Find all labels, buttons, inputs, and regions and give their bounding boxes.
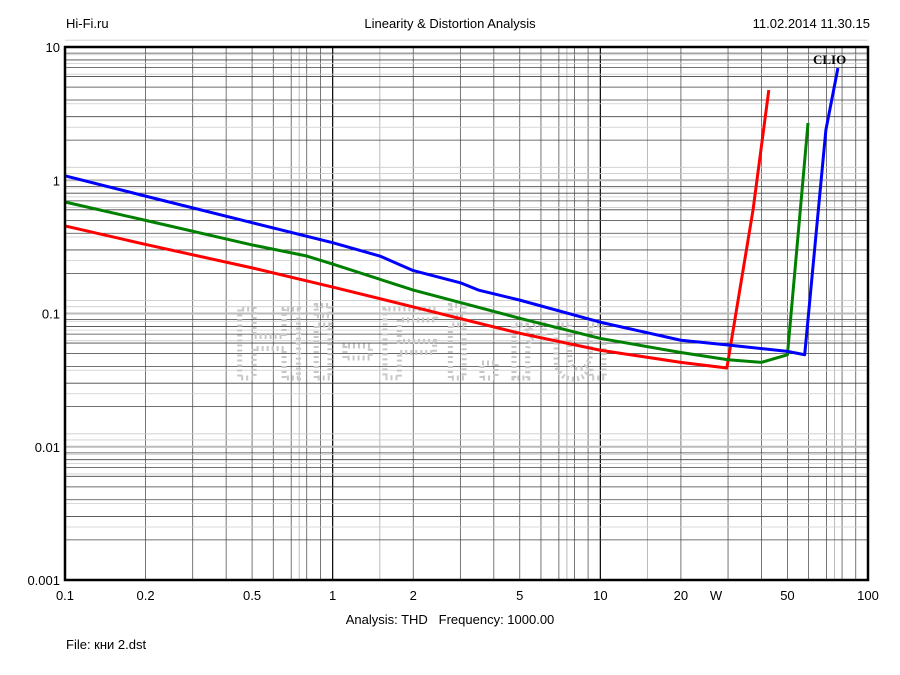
series-line-1	[64, 122, 810, 364]
watermark: Hi-Fi.ru	[233, 288, 615, 400]
y-tick-label: 0.001	[27, 573, 60, 588]
chart-title: Linearity & Distortion Analysis	[364, 16, 536, 31]
grid	[65, 39, 868, 580]
x-tick-label: 100	[857, 588, 879, 603]
x-tick-label: 2	[410, 588, 417, 603]
x-tick-label: 0.5	[243, 588, 261, 603]
header-timestamp: 11.02.2014 11.30.15	[752, 16, 870, 31]
y-tick-label: 10	[46, 40, 60, 55]
x-tick-label: 0.2	[137, 588, 155, 603]
x-tick-label: 1	[329, 588, 336, 603]
series-line-0	[64, 89, 771, 370]
clio-brand: CLIO	[813, 52, 846, 67]
series-line-2	[64, 67, 840, 357]
plot-frame	[63, 45, 870, 582]
y-tick-label: 1	[53, 173, 60, 188]
x-tick-label: 50	[780, 588, 794, 603]
x-tick-label: 0.1	[56, 588, 74, 603]
y-tick-label: 0.1	[42, 307, 60, 322]
x-tick-label: 5	[516, 588, 523, 603]
series-group	[64, 67, 840, 370]
analysis-info: Analysis: THD Frequency: 1000.00	[345, 612, 555, 627]
x-tick-label: 10	[593, 588, 607, 603]
header-left: Hi-Fi.ru	[66, 16, 109, 31]
x-tick-label: 20	[674, 588, 688, 603]
file-name: File: кни 2.dst	[66, 637, 147, 652]
x-unit-label: W	[710, 588, 723, 603]
y-tick-label: 0.01	[35, 440, 60, 455]
